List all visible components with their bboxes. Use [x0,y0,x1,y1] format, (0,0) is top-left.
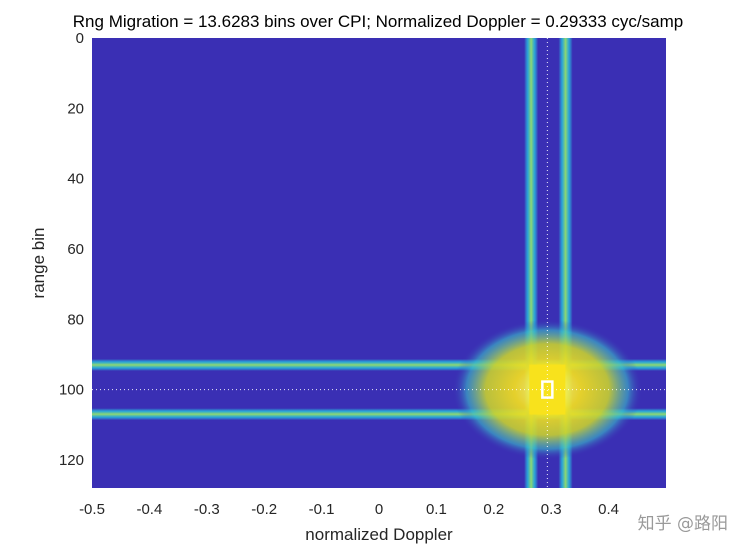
x-tick-label: -0.5 [79,501,105,518]
x-tick-label: 0 [375,501,383,518]
y-axis-ticks: 0 20 40 60 80 100 120 [59,30,84,469]
watermark: 知乎 @路阳 [638,514,728,534]
plot-area [92,38,666,488]
y-tick-label: 0 [76,30,84,47]
x-tick-label: -0.2 [251,501,277,518]
x-tick-label: -0.1 [309,501,335,518]
x-axis-label: normalized Doppler [305,525,453,544]
y-tick-label: 120 [59,452,84,469]
x-tick-label: -0.4 [136,501,162,518]
chart-title: Rng Migration = 13.6283 bins over CPI; N… [73,12,683,31]
x-tick-label: 0.4 [598,501,619,518]
y-axis-label: range bin [29,228,48,299]
target-peak-core [529,364,566,415]
y-tick-label: 40 [67,171,84,188]
y-tick-label: 60 [67,241,84,258]
x-tick-label: 0.1 [426,501,447,518]
x-tick-label: -0.3 [194,501,220,518]
y-tick-label: 20 [67,100,84,117]
x-tick-label: 0.3 [541,501,562,518]
y-tick-label: 80 [67,311,84,328]
x-axis-ticks: -0.5 -0.4 -0.3 -0.2 -0.1 0 0.1 0.2 0.3 0.4 [79,501,619,518]
y-tick-label: 100 [59,382,84,399]
x-tick-label: 0.2 [483,501,504,518]
